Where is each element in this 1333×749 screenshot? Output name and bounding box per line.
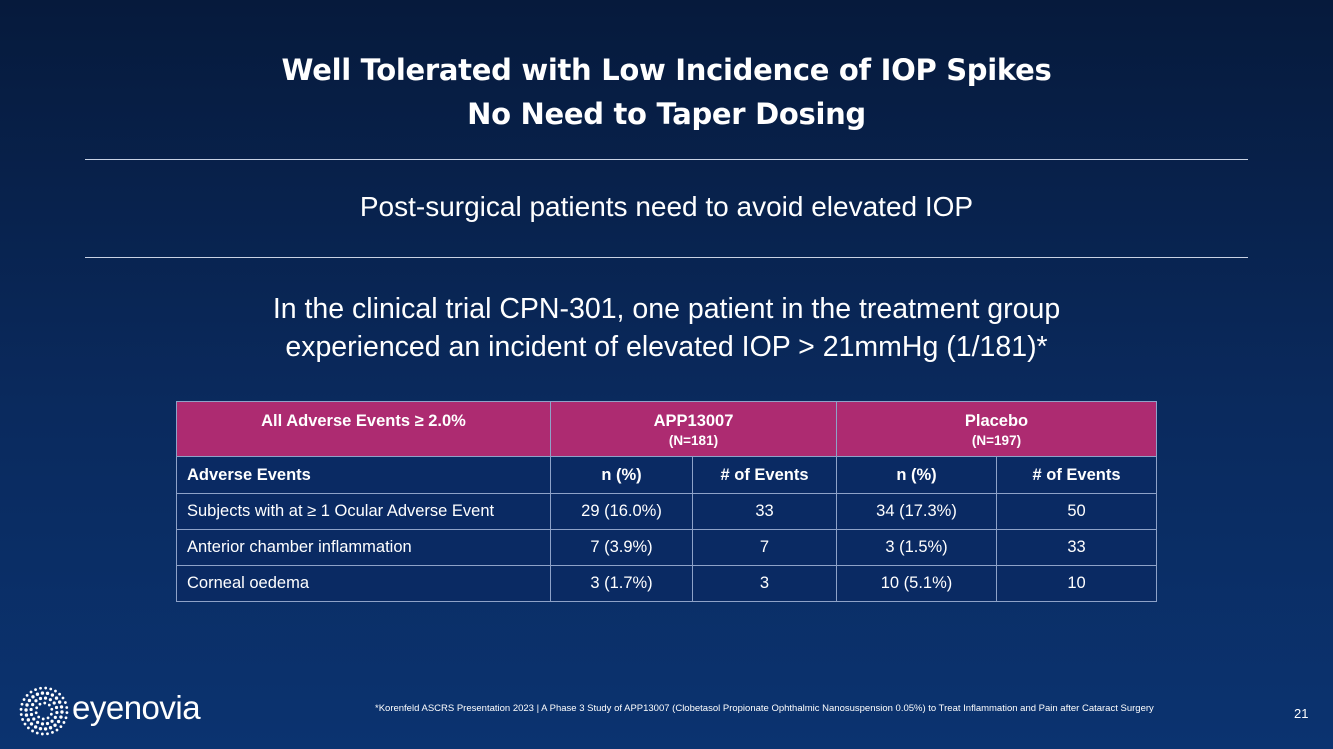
table-row: Corneal oedema 3 (1.7%) 3 10 (5.1%) 10 (176, 565, 1157, 602)
table-group-header: All Adverse Events ≥ 2.0% APP13007 (N=18… (176, 401, 1157, 457)
header-placebo: Placebo (N=197) (836, 401, 1157, 457)
page-number: 21 (1294, 706, 1309, 721)
col-adverse-events: Adverse Events (176, 456, 551, 494)
dotted-sunburst-logo-icon (19, 686, 69, 736)
header-all-adverse-events: All Adverse Events ≥ 2.0% (176, 401, 551, 457)
eyenovia-logo: eyenovia (18, 685, 218, 737)
row-app-events: 3 (692, 565, 837, 602)
subtitle: Post-surgical patients need to avoid ele… (359, 191, 974, 222)
placebo-n: (N=197) (971, 433, 1022, 448)
row-placebo-events: 33 (996, 529, 1157, 566)
row-app-n-pct: 7 (3.9%) (550, 529, 693, 566)
header-app13007: APP13007 (N=181) (550, 401, 837, 457)
row-app-n-pct: 3 (1.7%) (550, 565, 693, 602)
col-placebo-n-pct: n (%) (836, 456, 997, 494)
slide-title: Well Tolerated with Low Incidence of IOP… (0, 48, 1333, 136)
footnote: *Korenfeld ASCRS Presentation 2023 | A P… (375, 703, 1154, 714)
row-placebo-n-pct: 34 (17.3%) (836, 493, 997, 530)
row-event-name: Subjects with at ≥ 1 Ocular Adverse Even… (176, 493, 551, 530)
col-placebo-events: # of Events (996, 456, 1157, 494)
table-row: Anterior chamber inflammation 7 (3.9%) 7… (176, 529, 1157, 566)
row-placebo-events: 50 (996, 493, 1157, 530)
trial-statement: In the clinical trial CPN-301, one patie… (0, 290, 1333, 366)
title-line-1: Well Tolerated with Low Incidence of IOP… (281, 53, 1052, 87)
col-app-events: # of Events (692, 456, 837, 494)
adverse-events-table: All Adverse Events ≥ 2.0% APP13007 (N=18… (176, 401, 1157, 602)
row-placebo-events: 10 (996, 565, 1157, 602)
logo-wordmark: eyenovia (72, 689, 201, 726)
statement-line-1: In the clinical trial CPN-301, one patie… (272, 293, 1061, 325)
placebo-label: Placebo (964, 412, 1029, 430)
row-app-events: 33 (692, 493, 837, 530)
divider-top (85, 159, 1248, 160)
app13007-label: APP13007 (653, 412, 734, 430)
statement-line-2: experienced an incident of elevated IOP … (285, 331, 1048, 363)
row-event-name: Corneal oedema (176, 565, 551, 602)
row-event-name: Anterior chamber inflammation (176, 529, 551, 566)
table-row: Subjects with at ≥ 1 Ocular Adverse Even… (176, 493, 1157, 530)
adverse-events-table-container: All Adverse Events ≥ 2.0% APP13007 (N=18… (176, 401, 1157, 602)
divider-bottom (85, 257, 1248, 258)
title-line-2: No Need to Taper Dosing (467, 97, 866, 131)
row-app-events: 7 (692, 529, 837, 566)
col-app-n-pct: n (%) (550, 456, 693, 494)
row-app-n-pct: 29 (16.0%) (550, 493, 693, 530)
row-placebo-n-pct: 3 (1.5%) (836, 529, 997, 566)
row-placebo-n-pct: 10 (5.1%) (836, 565, 997, 602)
app13007-n: (N=181) (668, 433, 719, 448)
table-column-header: Adverse Events n (%) # of Events n (%) #… (176, 456, 1157, 494)
